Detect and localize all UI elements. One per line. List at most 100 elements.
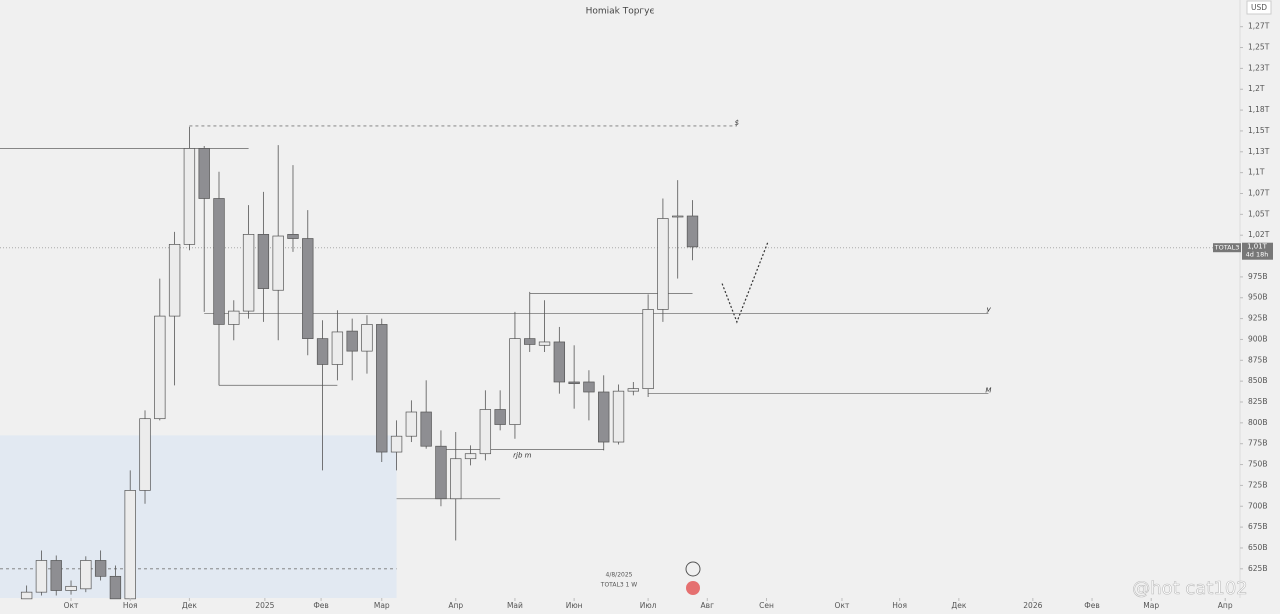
- candle-body: [272, 235, 284, 291]
- x-tick-label: Июн: [566, 601, 583, 610]
- candle-body: [198, 148, 210, 199]
- candle-body: [316, 338, 329, 365]
- y-tick-label: 1,13T: [1248, 147, 1270, 156]
- x-tick-label: 2025: [255, 601, 274, 610]
- symbol-tag: [1213, 243, 1241, 253]
- x-tick-label: Фев: [313, 601, 329, 610]
- icon: [686, 581, 700, 595]
- currency: USD: [1251, 3, 1267, 12]
- candle-body: [50, 560, 62, 591]
- candle-body: [612, 390, 625, 443]
- symbol: TOTAL3: [1214, 244, 1240, 252]
- y-tick-label: 1,1T: [1248, 168, 1265, 177]
- candle-body: [553, 341, 566, 383]
- candle-body: [331, 331, 344, 365]
- interval: TOTAL3 1 W: [600, 582, 637, 589]
- y-tick-label: 750B: [1248, 460, 1267, 469]
- candle-body: [524, 338, 536, 345]
- y-tick-label: 900B: [1248, 334, 1267, 343]
- x-tick-label: Дек: [951, 601, 966, 610]
- last-price: 1,01T: [1247, 243, 1268, 251]
- y-tick-label: 700B: [1248, 501, 1267, 510]
- level-label: rjb m: [513, 452, 531, 460]
- y-tick-label: 1,23T: [1248, 63, 1270, 72]
- candle-body: [405, 411, 418, 437]
- countdown: 4d 18h: [1246, 251, 1269, 259]
- candle-body: [80, 560, 92, 590]
- x-tick-label: Дек: [182, 601, 197, 610]
- y-tick-label: 775B: [1248, 439, 1267, 448]
- candle-body: [65, 585, 77, 591]
- candle-body: [376, 324, 388, 453]
- candle-body: [657, 218, 669, 310]
- candle-body: [450, 458, 462, 500]
- y-tick-label: 725B: [1248, 480, 1267, 489]
- watermark: @hot cat102: [1132, 578, 1248, 599]
- y-tick-label: 1,27T: [1248, 22, 1270, 31]
- y-tick-label: 1,25T: [1248, 43, 1270, 52]
- candle-body: [154, 315, 166, 420]
- x-tick-label: Сен: [759, 601, 774, 610]
- candle-body: [183, 148, 196, 245]
- y-tick-label: 675B: [1248, 522, 1267, 531]
- currency-box: [1246, 0, 1272, 15]
- projection: [721, 241, 769, 324]
- x-tick-label: Фев: [1084, 601, 1100, 610]
- candle-body: [228, 310, 240, 325]
- x-tick-label: Июл: [640, 601, 657, 610]
- candle-body: [242, 234, 255, 312]
- candle-body: [124, 490, 136, 600]
- x-tick-label: Апр: [448, 601, 463, 610]
- y-tick-label: 925B: [1248, 314, 1267, 323]
- y-tick-label: 1,15T: [1248, 126, 1270, 135]
- candle-body: [568, 381, 580, 385]
- candle-body: [672, 215, 684, 218]
- candle-body: [361, 324, 373, 352]
- candle-body: [509, 338, 521, 425]
- candle-body: [598, 391, 610, 443]
- candle-body: [642, 309, 654, 390]
- candle-body: [686, 215, 699, 248]
- candle-body: [538, 341, 551, 346]
- y-tick-label: 1,07T: [1248, 188, 1270, 197]
- candle-body: [94, 560, 107, 577]
- x-tick-label: Мар: [1143, 601, 1159, 610]
- y-tick-label: 950B: [1248, 293, 1267, 302]
- candle-body: [583, 381, 595, 393]
- candle-body: [479, 409, 492, 455]
- candle-body: [390, 435, 403, 453]
- date: 4/8/2025: [606, 572, 633, 579]
- x-tick-label: 2026: [1023, 601, 1042, 610]
- y-tick-label: 875B: [1248, 355, 1267, 364]
- candle-body: [139, 418, 151, 491]
- x-tick-label: Ноя: [892, 601, 907, 610]
- candle-body: [464, 453, 477, 460]
- zone: [0, 435, 397, 598]
- icon: [685, 561, 701, 577]
- x-tick-label: Окт: [64, 601, 79, 610]
- candle-body: [287, 234, 299, 239]
- candle-body: [35, 560, 48, 593]
- level-label: У: [986, 307, 991, 315]
- x-tick-label: Апр: [1218, 601, 1233, 610]
- y-tick-label: 1,2T: [1248, 84, 1265, 93]
- candle-body: [257, 234, 270, 289]
- y-tick-label: 800B: [1248, 418, 1267, 427]
- y-tick-label: 975B: [1248, 272, 1267, 281]
- y-tick-label: 1,18T: [1248, 105, 1270, 114]
- x-tick-label: Авг: [701, 601, 715, 610]
- level-label: М: [985, 387, 991, 395]
- x-tick-label: Мар: [374, 601, 390, 610]
- y-tick-label: 825B: [1248, 397, 1267, 406]
- candle-body: [627, 388, 639, 392]
- candle-body: [213, 198, 225, 325]
- candle-body: [346, 330, 358, 352]
- candle-body: [420, 411, 432, 447]
- x-tick-label: Май: [507, 601, 523, 610]
- x-tick-label: Окт: [835, 601, 850, 610]
- chart-title: Homiak Торгує: [586, 7, 655, 17]
- candle-body: [168, 244, 181, 317]
- candle-body: [20, 591, 33, 600]
